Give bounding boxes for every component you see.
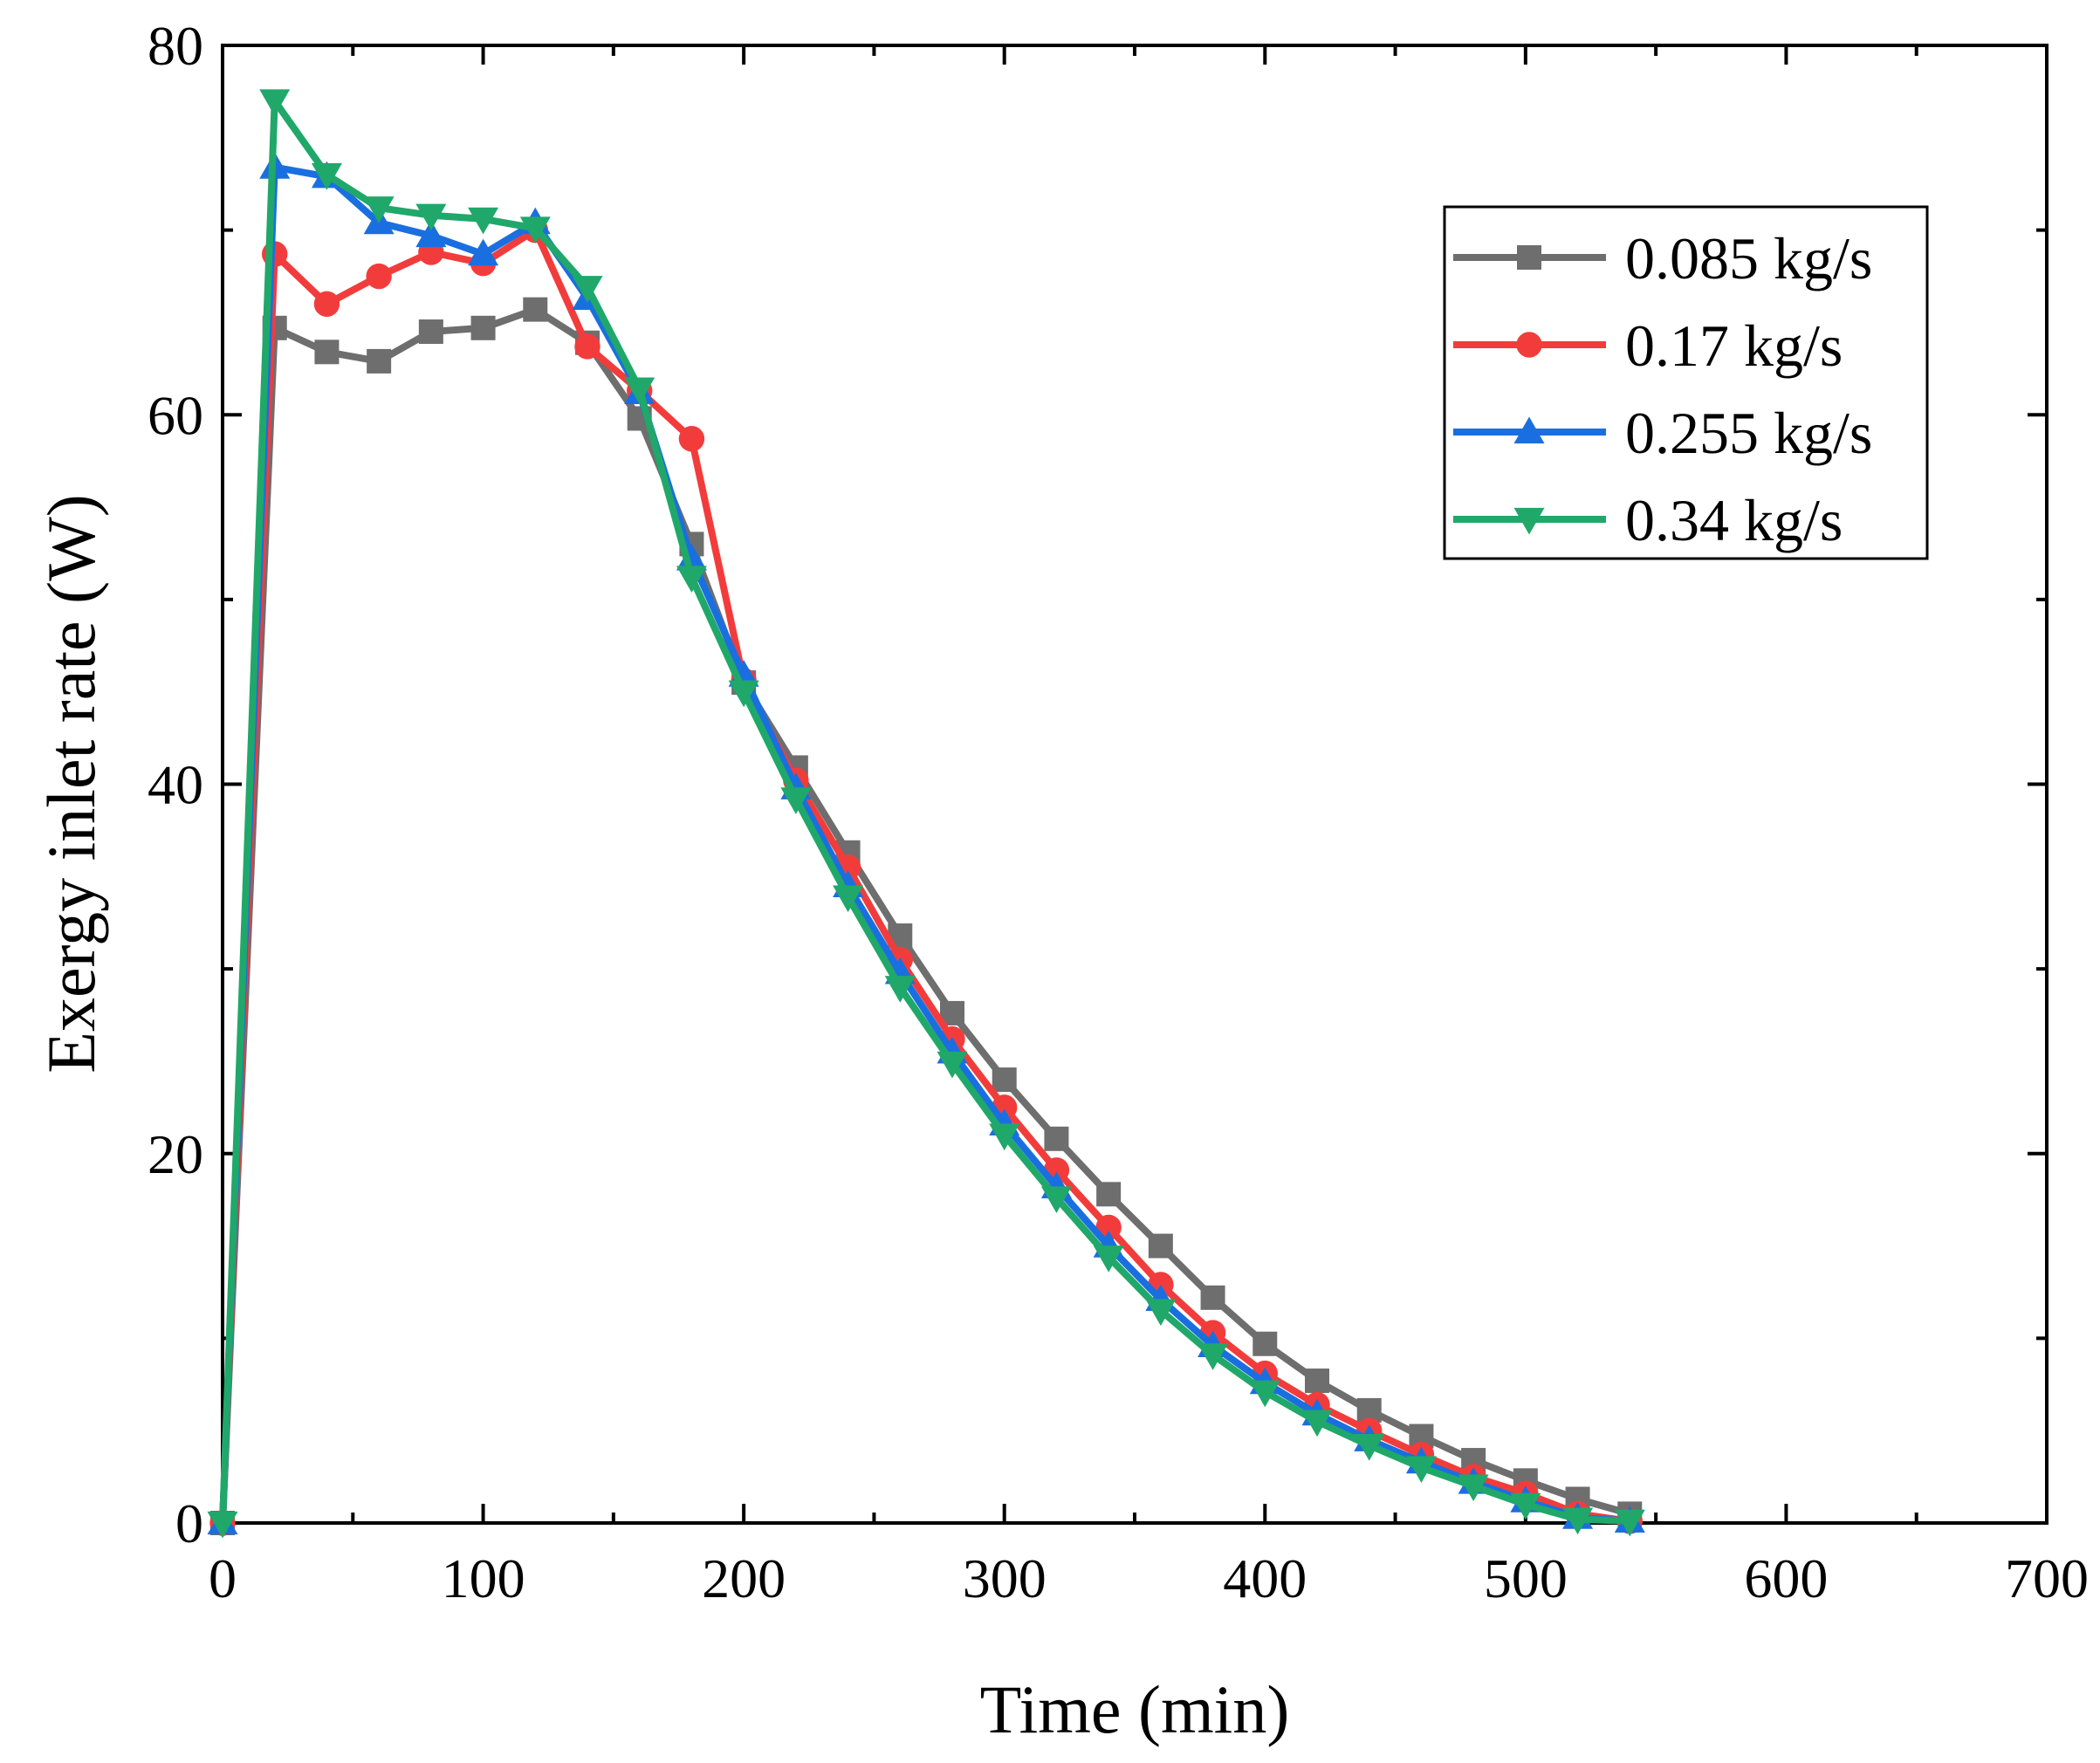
data-point (992, 1067, 1017, 1093)
data-point (572, 276, 603, 303)
data-point (884, 976, 916, 1003)
x-tick-label: 700 (2005, 1547, 2089, 1609)
data-point (468, 238, 499, 266)
data-point (1252, 1331, 1278, 1356)
data-point (367, 348, 392, 374)
data-point (1145, 1299, 1177, 1327)
data-point (676, 543, 707, 571)
legend-label: 0.34 kg/s (1625, 487, 1843, 553)
x-tick-label: 200 (702, 1547, 786, 1609)
x-tick-label: 300 (963, 1547, 1047, 1609)
data-point (415, 203, 447, 231)
series-2 (209, 216, 1643, 1536)
legend-label: 0.255 kg/s (1625, 400, 1872, 466)
data-point (366, 263, 392, 290)
data-point (624, 377, 655, 405)
data-point (1305, 1369, 1329, 1394)
legend-item: 0.255 kg/s (1453, 400, 1872, 466)
data-point (523, 297, 548, 322)
data-point (728, 680, 759, 708)
y-tick-label: 40 (148, 754, 203, 816)
data-point (1249, 1380, 1280, 1408)
data-point (1096, 1182, 1122, 1207)
series-group (207, 89, 1645, 1539)
legend-marker (1513, 507, 1545, 535)
data-point (1562, 1507, 1594, 1535)
series-line (219, 226, 1634, 1526)
data-point (1040, 1186, 1072, 1214)
data-point (468, 207, 499, 235)
data-point (1198, 1343, 1229, 1370)
x-tick-label: 600 (1744, 1547, 1828, 1609)
series-1 (210, 297, 1643, 1535)
data-point (470, 315, 496, 340)
legend-marker (1517, 245, 1541, 270)
data-point (207, 1511, 238, 1539)
legend-item: 0.085 kg/s (1453, 225, 1872, 292)
data-point (1200, 1285, 1225, 1310)
legend: 0.085 kg/s 0.17 kg/s 0.255 kg/s 0.34 kg/s (1443, 205, 1929, 560)
x-tick-label: 100 (442, 1547, 525, 1609)
data-point (1405, 1456, 1437, 1484)
data-point (1148, 1233, 1173, 1259)
data-point (780, 787, 812, 814)
x-tick-label: 0 (209, 1547, 237, 1609)
x-tick-label: 500 (1484, 1547, 1568, 1609)
data-point (1044, 1126, 1069, 1151)
data-point (989, 1123, 1020, 1151)
legend-label: 0.085 kg/s (1625, 225, 1872, 292)
data-point (1458, 1474, 1489, 1502)
data-point (676, 566, 707, 593)
data-point (1093, 1245, 1124, 1273)
data-point (678, 426, 705, 452)
data-point (833, 885, 864, 913)
data-point (519, 216, 551, 244)
y-axis-label: Exergy inlet rate (W) (33, 494, 109, 1073)
y-tick-label: 60 (148, 384, 203, 446)
axis-ticks: 0 100 200 300 400 500 600 700 0 20 40 60 80 (148, 15, 2089, 1609)
data-point (574, 333, 600, 360)
series-line (219, 163, 1634, 1526)
data-point (1301, 1410, 1333, 1437)
axis-labels: Time (min) Exergy inlet rate (W) (33, 494, 1289, 1747)
data-point (259, 89, 291, 116)
series-line (219, 305, 1634, 1526)
data-point (1510, 1492, 1541, 1520)
legend-label: 0.17 kg/s (1625, 312, 1843, 379)
legend-item: 0.34 kg/s (1453, 487, 1843, 553)
data-point (313, 291, 340, 317)
data-point (418, 319, 443, 345)
data-point (311, 163, 342, 190)
x-tick-label: 400 (1223, 1547, 1307, 1609)
x-axis-label: Time (min) (980, 1671, 1290, 1747)
legend-item: 0.17 kg/s (1453, 312, 1843, 379)
data-point (415, 220, 447, 248)
legend-marker (1516, 332, 1542, 358)
data-point (314, 340, 340, 365)
series-3 (207, 152, 1645, 1535)
data-point (1614, 1509, 1645, 1537)
y-tick-label: 20 (148, 1123, 203, 1185)
data-point (363, 196, 395, 223)
y-tick-label: 80 (148, 15, 203, 77)
data-point (1354, 1433, 1385, 1461)
series-4 (207, 89, 1645, 1539)
y-tick-label: 0 (175, 1492, 203, 1554)
legend-marker (1513, 416, 1545, 444)
data-point (937, 1051, 968, 1079)
series-line (219, 97, 1634, 1526)
